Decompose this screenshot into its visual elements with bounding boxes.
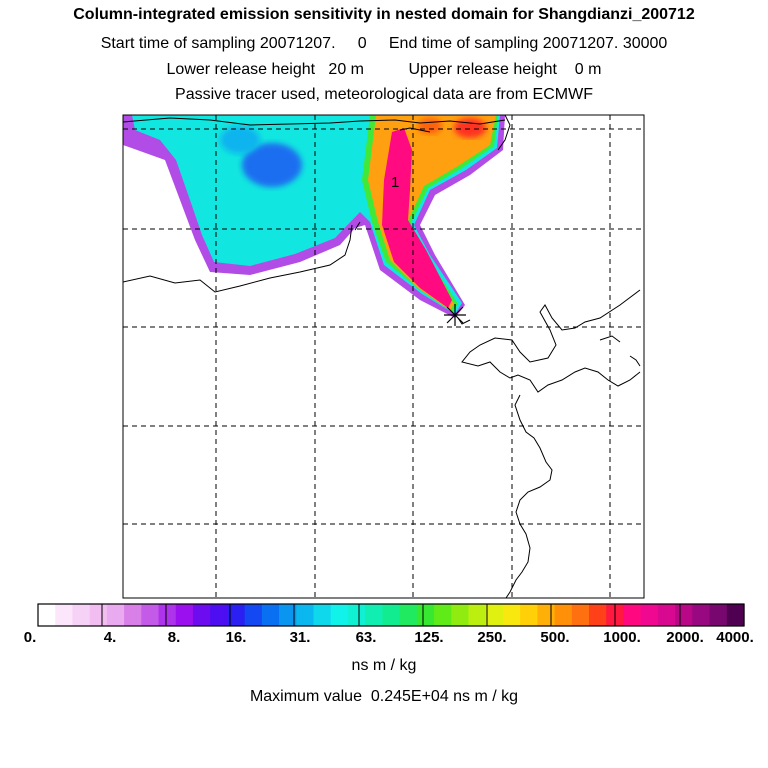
- colorbar-cells: [38, 604, 745, 626]
- colorbar-cell: [89, 604, 108, 626]
- release-heights: Lower release height 20 m Upper release …: [0, 61, 768, 79]
- colorbar-cell: [726, 604, 745, 626]
- colorbar-cell: [416, 604, 435, 626]
- colorbar-tick: 125.: [414, 629, 444, 646]
- maximum-value: Maximum value 0.245E+04 ns m / kg: [0, 688, 768, 706]
- colorbar-cell: [692, 604, 711, 626]
- colorbar-units: ns m / kg: [351, 657, 417, 674]
- tracer-subtitle: Passive tracer used, meteorological data…: [175, 86, 593, 103]
- red-hotspot: [454, 118, 486, 138]
- colorbar-cell: [55, 604, 74, 626]
- colorbar-dividers: [101, 604, 681, 626]
- colorbar-cell: [279, 604, 297, 626]
- colorbar-cell: [640, 604, 659, 626]
- colorbar-cell: [38, 604, 56, 626]
- colorbar-tick: 500.: [540, 629, 570, 646]
- end-time-value: 20071207. 30000: [542, 35, 668, 52]
- colorbar-cell: [261, 604, 280, 626]
- receptor-label: 1: [391, 174, 400, 191]
- colorbar-frame: [37, 603, 745, 627]
- colorbar-cell: [296, 604, 315, 626]
- colorbar-cell: [141, 604, 160, 626]
- colorbar-cell: [227, 604, 246, 626]
- end-time-label: End time of sampling: [388, 35, 539, 52]
- maximum-value-label: Maximum value: [249, 688, 362, 705]
- blue-core: [242, 143, 302, 187]
- colorbar-tick: 4000.: [716, 629, 754, 646]
- colorbar-cell: [451, 604, 470, 626]
- colorbar-cell: [210, 604, 229, 626]
- colorbar-tick: 250.: [477, 629, 507, 646]
- colorbar-cell: [468, 604, 487, 626]
- blue-core-2: [220, 126, 260, 154]
- colorbar-cell: [502, 604, 521, 626]
- colorbar-cell: [106, 604, 125, 626]
- colorbar-cell: [709, 604, 728, 626]
- lat-lon-grid: [123, 115, 644, 598]
- upper-release-label: Upper release height: [408, 61, 557, 78]
- colorbar-cell: [520, 604, 538, 626]
- colorbar-cell: [623, 604, 642, 626]
- colorbar-cell: [330, 604, 349, 626]
- colorbar-tick: 2000.: [666, 629, 704, 646]
- colorbar-cell: [158, 604, 177, 626]
- colorbar-tick: 4.: [103, 629, 117, 646]
- plot-title: Column-integrated emission sensitivity i…: [73, 6, 695, 23]
- colorbar-cell: [192, 604, 211, 626]
- colorbar-cell: [72, 604, 91, 626]
- lower-release-value: 20 m: [328, 61, 364, 78]
- colorbar-cell: [675, 604, 693, 626]
- upper-release-value: 0 m: [574, 61, 602, 78]
- colorbar-cell: [382, 604, 401, 626]
- colorbar-tick: 1000.: [603, 629, 641, 646]
- colorbar-cell: [485, 604, 504, 626]
- colorbar-cell: [313, 604, 332, 626]
- colorbar-cell: [175, 604, 194, 626]
- colorbar-cell: [657, 604, 676, 626]
- sensitivity-field: [123, 115, 505, 318]
- start-time-label: Start time of sampling: [100, 35, 256, 52]
- lower-release-label: Lower release height: [166, 61, 316, 78]
- colorbar-tick: 63.: [355, 629, 377, 646]
- colorbar-cell: [434, 604, 452, 626]
- colorbar-cell: [124, 604, 142, 626]
- start-time-value: 20071207. 0: [259, 35, 367, 52]
- colorbar-tick: 31.: [289, 629, 311, 646]
- coastlines: [123, 115, 641, 598]
- sampling-times: Start time of sampling 20071207. 0 End t…: [0, 35, 768, 53]
- colorbar-cell: [589, 604, 607, 626]
- colorbar-cell: [571, 604, 590, 626]
- colorbar-cell: [347, 604, 366, 626]
- asterisk-icon: [444, 304, 466, 326]
- colorbar-tick: 16.: [225, 629, 247, 646]
- colorbar-cell: [365, 604, 383, 626]
- colorbar-cell: [244, 604, 263, 626]
- colorbar-tick: 8.: [167, 629, 181, 646]
- map-frame: [122, 114, 645, 599]
- colorbar-cell: [399, 604, 418, 626]
- colorbar-tick: 0.: [23, 629, 37, 646]
- maximum-value-number: 0.245E+04 ns m / kg: [370, 688, 519, 705]
- colorbar-cell: [554, 604, 573, 626]
- magenta-plume: [382, 128, 452, 308]
- colorbar-cell: [537, 604, 556, 626]
